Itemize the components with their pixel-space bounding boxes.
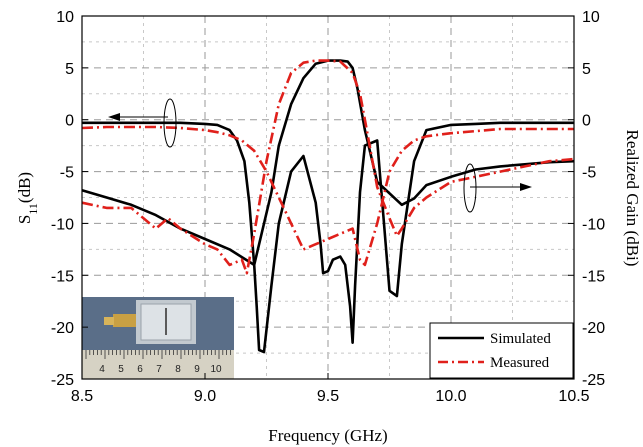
y-left-tick-label: -25 [51,372,74,389]
y-right-tick-label: -15 [582,268,605,285]
y-right-tick-label: -10 [582,216,605,233]
y-right-tick-label: -20 [582,320,605,337]
y-left-tick-label: -15 [51,268,74,285]
series-line-measured-gain [81,59,575,275]
y-left-label-main: S [15,215,34,224]
inset-connector [113,314,136,327]
ruler-label: 4 [99,364,105,375]
ruler-labels: 4 5 6 7 8 9 10 [99,364,222,375]
y-left-tick-label: 5 [65,61,74,78]
arrow-right-head [520,183,532,191]
y-right-tick-label: 5 [582,61,591,78]
ruler-label: 5 [118,364,124,375]
y-left-tick-label: 10 [56,9,74,26]
ruler-label: 7 [156,364,162,375]
y-left-tick-label: -10 [51,216,74,233]
series-line-measured-s11 [81,125,574,267]
legend-box [429,322,574,379]
left-curve-marker-ellipse [163,98,177,148]
x-tick-label: 10.5 [558,388,589,405]
y-left-tick-label: 0 [65,113,74,130]
series-layer [81,59,575,354]
inset-photo: 4 5 6 7 8 9 10 [82,297,234,379]
y-left-tick-label: -20 [51,320,74,337]
x-tick-label: 9.0 [194,388,216,405]
ruler-label: 9 [194,364,200,375]
axes: 8.5 9.0 9.5 10.0 10.5 10 5 0 -5 -10 -15 -20 -25 10 5 0 -… [51,9,605,405]
ruler-label: 10 [210,364,222,375]
y-left-label-unit: (dB) [15,172,34,203]
ruler-ticks [85,350,231,359]
series-line-simulated-s11 [82,121,574,354]
ruler-label: 6 [137,364,143,375]
annotations [108,98,532,213]
right-curve-marker-ellipse [463,163,477,213]
x-tick-label: 8.5 [71,388,93,405]
arrow-left-head [108,113,120,121]
legend-label-measured: Measured [490,355,550,371]
y-axis-right-label: Realized Gain (dBi) [623,130,642,267]
legend-label-simulated: Simulated [490,331,551,347]
y-right-tick-label: 10 [582,9,600,26]
y-right-tick-label: -25 [582,372,605,389]
x-tick-label: 10.0 [435,388,466,405]
y-right-tick-label: 0 [582,113,591,130]
x-axis-label: Frequency (GHz) [268,426,387,445]
y-left-tick-label: -5 [60,165,74,182]
y-axis-left-label: S11(dB) [15,172,40,224]
ruler-label: 8 [175,364,181,375]
x-tick-label: 9.5 [317,388,339,405]
legend: Simulated Measured [429,322,574,379]
y-right-tick-label: -5 [582,165,596,182]
y-left-label-sub: 11 [26,203,40,215]
inset-connector-tip [104,317,114,325]
svg-text:S11(dB): S11(dB) [15,172,40,224]
